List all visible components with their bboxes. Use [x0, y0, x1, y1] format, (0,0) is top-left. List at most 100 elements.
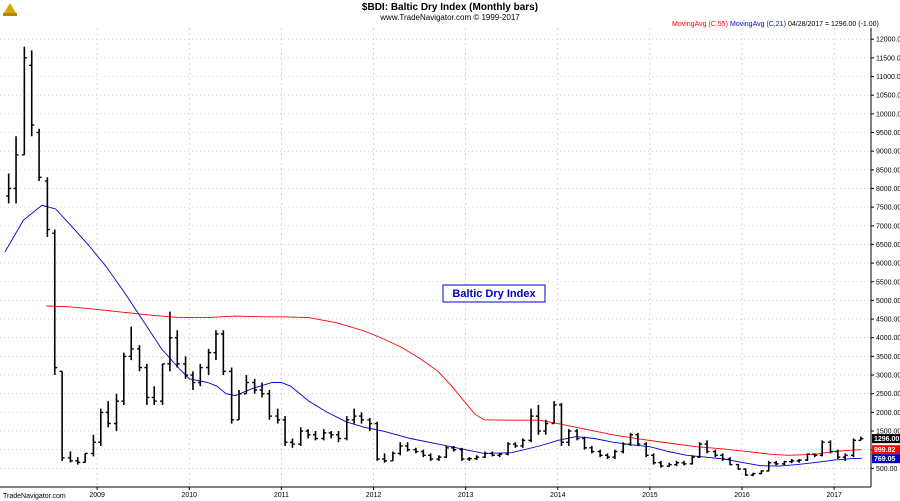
ohlc-bar [367, 417, 373, 432]
ohlc-bar [858, 436, 864, 442]
ohlc-bar [558, 403, 564, 446]
y-tick-label: 11500.00 [876, 55, 900, 62]
ohlc-bar [374, 421, 380, 461]
ohlc-bar [528, 408, 534, 443]
x-tick-label: 2010 [181, 492, 197, 499]
ohlc-bar [628, 432, 634, 446]
ohlc-bar [674, 460, 680, 467]
ohlc-bar [67, 451, 73, 463]
ohlc-bar [842, 453, 848, 461]
ohlc-bar [827, 440, 833, 454]
ohlc-bar [113, 393, 119, 432]
ohlc-bar [413, 447, 419, 454]
x-tick-label: 2015 [642, 492, 658, 499]
ohlc-bar [183, 356, 189, 379]
ohlc-bar [275, 408, 281, 424]
ohlc-bar [59, 370, 65, 461]
ohlc-bar [566, 429, 572, 446]
ohlc-bar [328, 431, 334, 439]
ohlc-bar [298, 427, 304, 446]
ohlc-bar [128, 326, 134, 361]
y-tick-label: 8500.00 [876, 167, 900, 174]
ohlc-bar [420, 449, 426, 458]
y-tick-label: 7000.00 [876, 223, 900, 230]
ohlc-bar [259, 382, 265, 398]
ohlc-bar [359, 412, 365, 424]
ohlc-bar [835, 449, 841, 460]
ohlc-bar [581, 436, 587, 450]
price-badges: 1296.00 999.82 769.05 [872, 434, 900, 464]
ohlc-bar [174, 330, 180, 368]
ohlc-bar [75, 457, 81, 465]
ohlc-bar [819, 440, 825, 457]
ohlc-bar [727, 457, 733, 466]
ohlc-bar [305, 429, 311, 439]
ohlc-bar [681, 460, 687, 466]
x-tick-label: 2013 [458, 492, 474, 499]
ohlc-bar [520, 438, 526, 448]
chart-subtitle: www.TradeNavigator.com © 1999-2017 [379, 13, 520, 22]
ohlc-bar [459, 447, 465, 461]
ohlc-bar [13, 136, 19, 204]
ohlc-bar [666, 462, 672, 467]
ohlc-bar [489, 451, 495, 457]
x-axis-ticks: 2009 2010 2011 2012 2013 2014 2015 2016 2017 [89, 487, 842, 499]
ohlc-bar [397, 442, 403, 456]
x-tick-label: 2011 [274, 492, 289, 499]
ohlc-bar [743, 468, 749, 476]
y-tick-label: 3000.00 [876, 373, 900, 380]
price-badge-bg [872, 434, 900, 444]
ohlc-bar [689, 455, 695, 465]
ohlc-bar [497, 453, 503, 458]
ohlc-bar [312, 431, 318, 441]
ohlc-bar [220, 330, 226, 376]
ohlc-bar [712, 449, 718, 458]
y-tick-label: 10500.00 [876, 93, 900, 100]
ohlc-bar [789, 459, 795, 464]
ohlc-bar [98, 408, 104, 446]
y-tick-label: 1500.00 [876, 429, 900, 436]
ohlc-bar [796, 459, 802, 463]
price-badge: 1296.00 [874, 436, 899, 443]
ohlc-bar [151, 386, 157, 405]
ohlc-bar [597, 449, 603, 458]
ohlc-bar [697, 442, 703, 458]
annotation-text: Baltic Dry Index [452, 288, 536, 300]
ohlc-bar [758, 470, 764, 475]
ohlc-bar [658, 460, 664, 468]
annotation-box: Baltic Dry Index [442, 284, 546, 303]
x-tick-label: 2017 [826, 492, 842, 499]
ma55-path [46, 305, 862, 456]
y-tick-label: 10000.00 [876, 111, 900, 118]
ohlc-bar [289, 438, 295, 448]
ohlc-bar [781, 460, 787, 465]
legend-last-info: 04/28/2017 = 1296.00 (-1.00) [788, 21, 879, 28]
ohlc-bar [336, 431, 342, 443]
ohlc-bar [190, 371, 196, 390]
ma55-line [46, 305, 862, 456]
ohlc-bar [812, 453, 818, 458]
ohlc-bar [804, 453, 810, 461]
ohlc-bar [735, 463, 741, 470]
y-tick-label: 500.00 [876, 466, 898, 473]
ohlc-bar [252, 378, 258, 394]
ohlc-bar [213, 330, 219, 361]
ohlc-bar [121, 352, 127, 405]
ohlc-bar [82, 452, 88, 464]
y-tick-label: 12000.00 [876, 37, 900, 44]
ohlc-bar [551, 401, 557, 425]
ohlc-bar [390, 451, 396, 462]
ohlc-bar [512, 442, 518, 448]
price-bars [6, 46, 864, 477]
ohlc-bar [282, 416, 288, 446]
ma55-badge: 999.82 [874, 447, 896, 454]
ohlc-bar [535, 404, 541, 435]
brand-label: TradeNavigator.com [3, 493, 66, 500]
y-tick-label: 4000.00 [876, 335, 900, 342]
ohlc-bar [266, 389, 272, 420]
ohlc-bar [36, 128, 42, 181]
ma55-badge-bg [872, 445, 900, 455]
x-tick-label: 2009 [89, 492, 105, 499]
